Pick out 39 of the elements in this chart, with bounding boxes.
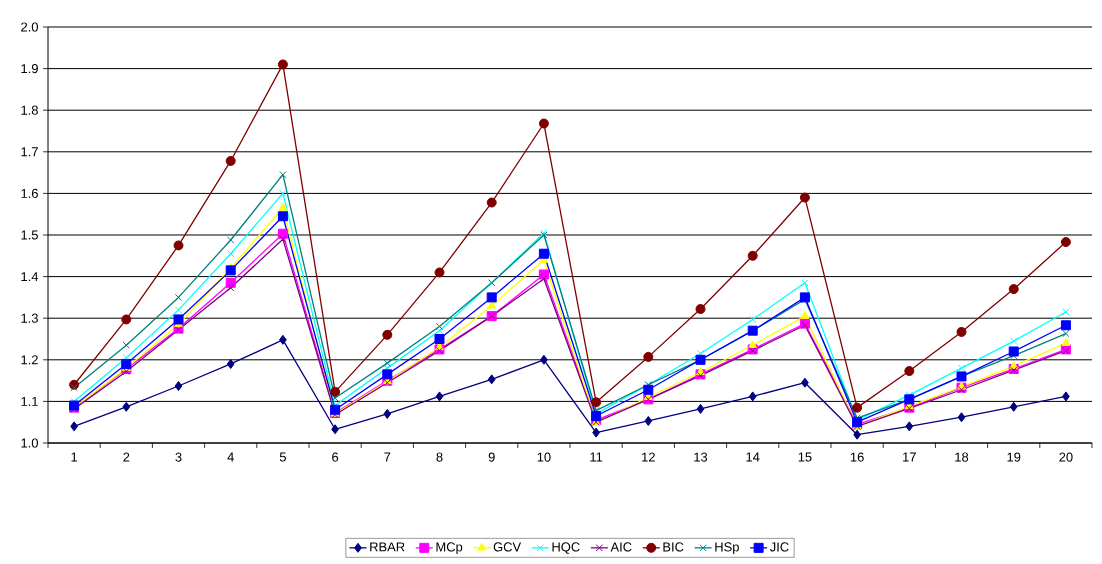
y-tick-label: 1.6 (21, 188, 38, 198)
x-tick-label: 8 (436, 452, 443, 462)
y-tick-label: 1.7 (21, 147, 38, 157)
x-tick-label: 2 (123, 452, 130, 462)
y-tick-label: 1.4 (21, 272, 39, 282)
x-tick-label: 3 (175, 452, 182, 462)
y-tick-label: 1.3 (21, 313, 38, 323)
y-tick-label: 1.2 (21, 355, 38, 365)
x-tick-label: 1 (71, 452, 78, 462)
x-tick-label: 19 (1007, 452, 1021, 462)
legend-label: HSp (715, 542, 739, 555)
x-tick-label: 15 (798, 452, 812, 462)
legend-label: HQC (552, 542, 580, 554)
legend-label: GCV (493, 542, 522, 552)
x-tick-label: 14 (746, 452, 760, 462)
x-tick-label: 7 (384, 452, 391, 462)
x-tick-label: 4 (227, 452, 234, 462)
y-tick-label: 1.8 (21, 105, 38, 115)
y-tick-label: 1.5 (21, 230, 38, 240)
x-tick-label: 6 (332, 452, 339, 462)
legend-label: JIC (769, 542, 789, 552)
x-tick-label: 9 (488, 452, 495, 462)
y-tick-label: 2.0 (21, 22, 38, 32)
x-tick-label: 11 (590, 452, 603, 462)
legend-label: RBAR (370, 542, 405, 552)
y-tick-label: 1.0 (21, 438, 38, 448)
x-tick-label: 13 (694, 452, 708, 462)
x-tick-label: 17 (903, 452, 916, 462)
y-tick-label: 1.9 (21, 64, 38, 74)
x-tick-label: 5 (279, 452, 286, 462)
x-tick-label: 10 (537, 452, 551, 462)
x-tick-label: 12 (642, 452, 655, 462)
legend-label: AIC (610, 542, 632, 552)
x-tick-label: 20 (1059, 452, 1073, 462)
x-tick-label: 18 (955, 452, 969, 462)
legend-label: BIC (663, 542, 684, 552)
y-tick-label: 1.1 (21, 396, 38, 406)
legend-label: MCp (436, 542, 463, 555)
x-tick-label: 16 (850, 452, 864, 462)
